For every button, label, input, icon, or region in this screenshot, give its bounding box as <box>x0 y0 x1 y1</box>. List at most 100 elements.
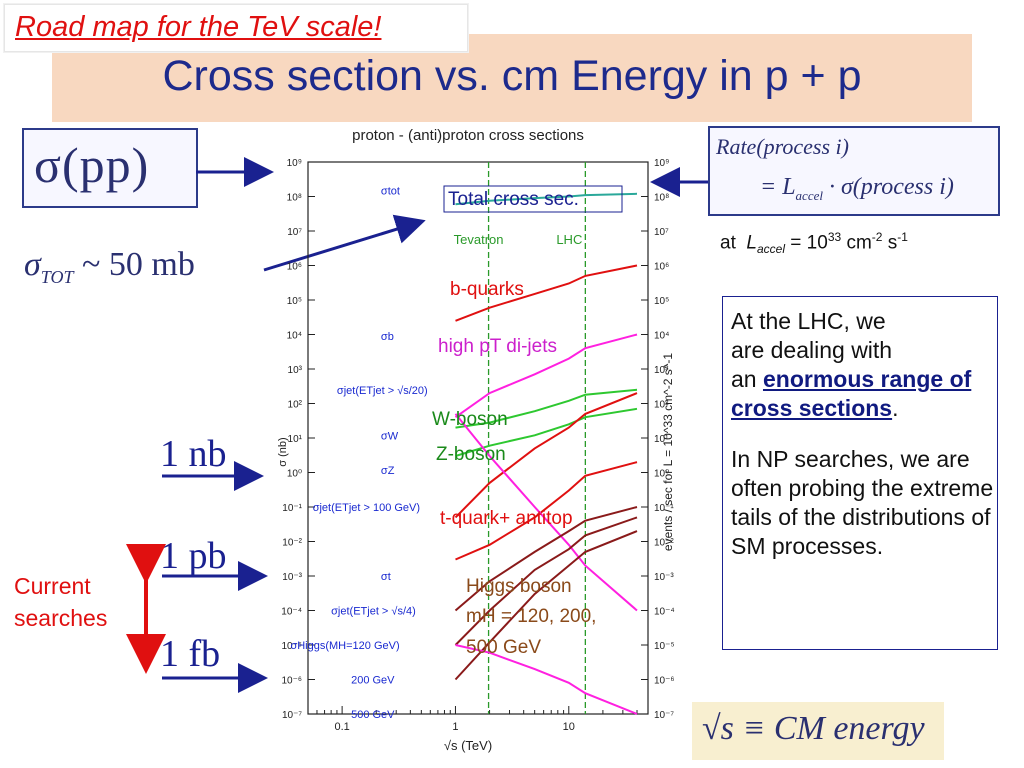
y-tick-label-left: 10⁻³ <box>282 572 302 583</box>
roadmap-tag: Road map for the TeV scale! <box>4 4 468 52</box>
sigma-tot-symbol: σ <box>24 246 41 283</box>
current-line1: Current <box>14 573 91 599</box>
cross-section-chart: proton - (anti)proton cross sections 10⁹ 1… <box>277 127 675 753</box>
curve-label-8: σHiggs(MH=120 GeV) <box>290 640 399 652</box>
info-bold: enormous range of cross sections <box>731 366 972 421</box>
y-tick-label-right: 10⁹ <box>654 158 669 169</box>
y-tick-label-left: 10³ <box>288 365 303 376</box>
x-axis-label: √s (TeV) <box>444 738 492 753</box>
y-tick-label-left: 10² <box>288 400 303 411</box>
lumi-at: at <box>720 232 736 254</box>
rate-line2: = Laccel · σ(process i) <box>760 174 954 204</box>
info-dot: . <box>892 395 899 421</box>
overlay-label-7: mH = 120, 200, <box>466 606 596 627</box>
info-an: an <box>731 366 763 392</box>
curve-label-1: σb <box>381 331 394 343</box>
y-tick-label-left: 10⁻⁷ <box>282 710 302 721</box>
y-tick-label-right: 10⁻⁴ <box>654 607 675 618</box>
rate-formula-box: Rate(process i) = Laccel · σ(process i) <box>708 126 1000 216</box>
y-tick-label-right: 10⁻⁷ <box>654 710 674 721</box>
lumi-s: s <box>882 232 898 254</box>
info-line1: At the LHC, we <box>731 308 886 334</box>
overlay-label-3: W-boson <box>432 409 508 430</box>
slide-title: Cross section vs. cm Energy in p + p <box>162 52 862 100</box>
y-tick-label-right: 10⁴ <box>654 331 669 342</box>
y-tick-label-left: 10⁻⁶ <box>281 676 302 687</box>
sigma-pp-formula: σ(pp) <box>34 137 150 193</box>
series-5 <box>454 392 638 519</box>
y-tick-label-left: 10⁻⁵ <box>281 641 302 652</box>
rate-eq: = L <box>760 174 796 200</box>
y-tick-label-right: 10⁻² <box>654 538 674 549</box>
y-tick-label-left: 10⁹ <box>287 158 302 169</box>
curve-label-3: σW <box>381 430 399 442</box>
sigma-pp-box: σ(pp) <box>22 128 198 208</box>
x-tick-label: 1 <box>452 721 458 733</box>
curve-label-7: σjet(ETjet > √s/4) <box>331 606 416 618</box>
y-tick-label-right: 10⁻³ <box>654 572 674 583</box>
lumi-cm: cm <box>841 232 872 254</box>
curve-label-2: σjet(ETjet > √s/20) <box>337 385 428 397</box>
rate-sigma: · σ(process i) <box>822 174 954 200</box>
series-10 <box>454 530 638 681</box>
y-axis-label: σ (nb) <box>277 437 289 466</box>
curve-label-4: σZ <box>381 465 395 477</box>
series-2 <box>454 333 638 419</box>
curve-label-0: σtot <box>381 185 400 197</box>
current-line2: searches <box>14 605 108 631</box>
lumi-sub: accel <box>757 242 786 257</box>
series-6 <box>455 461 638 561</box>
y-tick-label-right: 10² <box>654 400 669 411</box>
info-paragraph2: In NP searches, we are often probing the… <box>731 446 994 559</box>
y-tick-label-right: 10⁻¹ <box>654 503 674 514</box>
sigma-tot-sub: TOT <box>40 266 74 287</box>
overlay-label-2: high pT di-jets <box>438 336 557 357</box>
y-tick-label-left: 10⁻¹ <box>282 503 302 514</box>
roadmap-tag-text: Road map for the TeV scale! <box>15 11 382 43</box>
overlay-label-6: Higgs boson <box>466 576 572 597</box>
series-11 <box>455 644 638 715</box>
one-pb-label: 1 pb <box>160 535 227 577</box>
total-cross-sec-box <box>443 185 623 213</box>
current-searches-label: Current searches <box>14 570 107 634</box>
y-tick-label-right: 10³ <box>654 365 669 376</box>
y-tick-label-left: 10⁴ <box>287 331 302 342</box>
y-tick-label-left: 10⁻² <box>282 538 302 549</box>
y-tick-label-left: 10⁵ <box>287 296 302 307</box>
arrow-sigma-tot <box>263 214 426 272</box>
y-tick-label-right: 10⁶ <box>654 262 669 273</box>
overlay-label-0: Total cross sec. <box>448 189 579 210</box>
one-fb-label: 1 fb <box>160 633 221 675</box>
chart-title: proton - (anti)proton cross sections <box>352 127 584 144</box>
y-tick-label-right: 10⁻⁵ <box>654 641 675 652</box>
vline-label-0: Tevatron <box>454 232 504 247</box>
lumi-exp: 33 <box>827 230 842 244</box>
x-tick-label: 10 <box>563 721 575 733</box>
series-0 <box>455 192 638 206</box>
x-tick-label: 0.1 <box>334 721 349 733</box>
rate-sub: accel <box>795 187 823 203</box>
y-tick-label-left: 10⁻⁴ <box>281 607 302 618</box>
series-1 <box>455 264 638 322</box>
curve-label-9: 200 GeV <box>351 675 395 687</box>
y-tick-label-right: 10⁰ <box>654 469 669 480</box>
lumi-s-exp: -1 <box>897 230 908 244</box>
y-tick-label-left: 10¹ <box>288 434 303 445</box>
lumi-L: L <box>746 232 757 254</box>
series-8 <box>454 506 638 612</box>
info-line3: an enormous range of cross sections. <box>731 365 997 423</box>
rate-line1: Rate(process i) <box>716 134 849 159</box>
sigma-tot-formula: σTOT ~ 50 mb <box>24 246 195 288</box>
curve-label-10: 500 GeV <box>351 709 395 721</box>
overlay-label-1: b-quarks <box>450 279 524 300</box>
overlay-label-4: Z-boson <box>436 444 506 465</box>
y-tick-label-left: 10⁸ <box>287 193 302 204</box>
y-tick-label-right: 10⁻⁶ <box>654 676 675 687</box>
vline-label-1: LHC <box>556 232 582 247</box>
series-9 <box>454 516 638 646</box>
y-tick-label-right: 10⁵ <box>654 296 669 307</box>
info-box: At the LHC, we are dealing with an enorm… <box>722 296 998 650</box>
lumi-cm-exp: -2 <box>871 230 883 244</box>
y-tick-label-left: 10⁰ <box>287 469 302 480</box>
